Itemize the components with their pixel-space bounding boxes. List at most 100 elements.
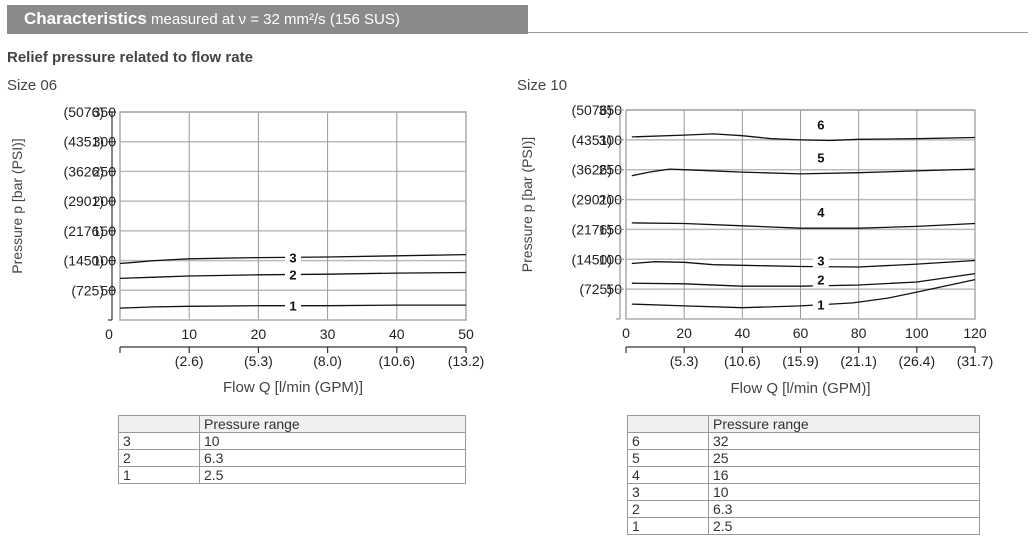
x-tick-gpm-label: (10.6) <box>379 353 416 369</box>
cell-setting: 4 <box>627 466 709 484</box>
y-tick-label: 200 <box>93 193 117 209</box>
y-tick-label: 250 <box>93 163 117 179</box>
subtitle: Relief pressure related to flow rate <box>7 49 253 66</box>
plot-frame <box>625 109 976 320</box>
x-tick-gpm-label: (10.6) <box>724 353 761 369</box>
cell-setting: 3 <box>627 483 709 501</box>
x-tick-label: 80 <box>851 325 867 341</box>
header-cell-pressure-range: Pressure range <box>708 415 980 433</box>
header-cell-setting <box>627 415 709 433</box>
cell-pressure-range: 10 <box>708 483 980 501</box>
y-tick-psi-label: (2176) <box>572 221 612 237</box>
y-tick-label: 100 <box>599 251 623 267</box>
series-line-3 <box>631 259 976 268</box>
series-label-2: 2 <box>817 273 824 288</box>
series-line-1 <box>119 304 466 309</box>
y-tick-psi-label: (4351) <box>64 134 104 150</box>
y-tick-psi-label: (5076) <box>572 102 612 118</box>
y-tick-psi-label: (2901) <box>572 192 612 208</box>
y-tick-psi-label: (5076) <box>64 104 104 120</box>
cell-pressure-range: 6.3 <box>708 500 980 518</box>
table-row: 2 6.3 <box>118 449 466 467</box>
plot-frame <box>119 111 467 321</box>
x-axis-title: Flow Q [l/min (GPM)] <box>730 380 870 397</box>
x-tick-label: 20 <box>251 326 267 342</box>
series-line-2 <box>631 272 976 287</box>
x-tick-gpm-label: (31.7) <box>957 353 994 369</box>
table-header-row: Pressure range <box>118 415 466 433</box>
series-label-3: 3 <box>817 253 824 268</box>
y-tick-psi-label: (725) <box>579 281 612 297</box>
series-line-4 <box>631 222 976 229</box>
y-tick-label: 200 <box>599 192 623 208</box>
header-cell-setting <box>118 415 200 433</box>
y-tick-label: 150 <box>93 223 117 239</box>
y-tick-psi-label: (2901) <box>64 193 104 209</box>
series-line-5 <box>631 168 976 177</box>
table-row: 2 6.3 <box>627 500 980 518</box>
series-label-1: 1 <box>289 299 296 314</box>
cell-setting: 3 <box>118 432 200 450</box>
y-axis-title: Pressure p [bar (PSI)] <box>9 138 25 273</box>
table-row: 1 2.5 <box>627 517 980 535</box>
series-label-5: 5 <box>817 150 824 165</box>
pressure-range-table-size-10: Pressure range 6 32 5 25 4 16 3 10 2 6.3 1 2.5 <box>627 415 980 535</box>
x-tick-gpm-label: (5.3) <box>244 353 273 369</box>
cell-pressure-range: 10 <box>199 432 466 450</box>
series-label-3: 3 <box>289 250 296 265</box>
cell-setting: 2 <box>118 449 200 467</box>
x-tick-label: 60 <box>793 325 809 341</box>
header-cell-pressure-range: Pressure range <box>199 415 466 433</box>
x-tick-label: 120 <box>963 325 987 341</box>
x-tick-label: 10 <box>181 326 197 342</box>
x-tick-gpm-label: (8.0) <box>313 353 342 369</box>
series-line-6 <box>631 133 976 142</box>
header-divider <box>528 32 1028 33</box>
series-line-3 <box>119 253 467 265</box>
y-tick-psi-label: (3626) <box>64 163 104 179</box>
x-tick-label: 100 <box>905 325 929 341</box>
x-axis-title: Flow Q [l/min (GPM)] <box>223 379 363 396</box>
y-tick-label: 150 <box>599 221 623 237</box>
table-row: 6 32 <box>627 432 980 450</box>
section-condition: measured at ν = 32 mm²/s (156 SUS) <box>151 11 400 28</box>
cell-setting: 6 <box>627 432 709 450</box>
series-label-6: 6 <box>817 117 824 132</box>
section-header-bar <box>7 5 528 34</box>
cell-pressure-range: 2.5 <box>199 466 466 484</box>
y-tick-psi-label: (4351) <box>572 132 612 148</box>
x-tick-label: 40 <box>389 326 405 342</box>
x-tick-label: 0 <box>105 326 113 342</box>
x-tick-gpm-label: (26.4) <box>899 353 936 369</box>
x-tick-gpm-label: (15.9) <box>782 353 819 369</box>
cell-pressure-range: 2.5 <box>708 517 980 535</box>
pressure-range-table-size-06: Pressure range 3 10 2 6.3 1 2.5 <box>118 415 466 484</box>
x-tick-label: 20 <box>676 325 692 341</box>
y-tick-label: 300 <box>93 134 117 150</box>
cell-pressure-range: 16 <box>708 466 980 484</box>
x-tick-label: 40 <box>735 325 751 341</box>
table-row: 3 10 <box>118 432 466 450</box>
x-tick-label: 50 <box>458 326 474 342</box>
cell-setting: 5 <box>627 449 709 467</box>
y-tick-label: 250 <box>599 162 623 178</box>
cell-pressure-range: 32 <box>708 432 980 450</box>
y-tick-label: 100 <box>93 253 117 269</box>
series-label-1: 1 <box>817 298 824 313</box>
cell-setting: 1 <box>118 466 200 484</box>
series-label-2: 2 <box>289 268 296 283</box>
x-tick-gpm-label: (2.6) <box>175 353 204 369</box>
cell-pressure-range: 25 <box>708 449 980 467</box>
table-row: 1 2.5 <box>118 466 466 484</box>
table-row: 5 25 <box>627 449 980 467</box>
series-line-2 <box>119 271 467 280</box>
section-header: Characteristics measured at ν = 32 mm²/s… <box>24 9 400 29</box>
cell-setting: 1 <box>627 517 709 535</box>
y-tick-psi-label: (3626) <box>572 162 612 178</box>
y-tick-psi-label: (1450) <box>64 253 104 269</box>
size-06-label: Size 06 <box>7 77 58 94</box>
y-tick-label: 50 <box>606 281 622 297</box>
table-row: 3 10 <box>627 483 980 501</box>
